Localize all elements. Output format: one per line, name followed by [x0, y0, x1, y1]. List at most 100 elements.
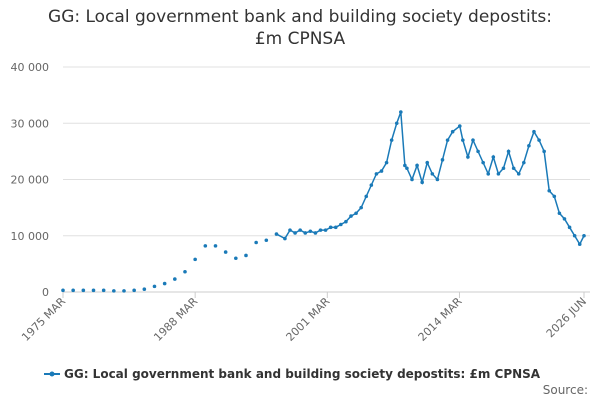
- data-point: [112, 289, 116, 293]
- data-point: [471, 138, 475, 142]
- data-point: [354, 211, 358, 216]
- data-point: [254, 240, 258, 245]
- y-tick-label: 10 000: [11, 230, 50, 243]
- data-point: [557, 211, 562, 216]
- data-point: [537, 138, 541, 142]
- data-point: [283, 236, 287, 241]
- y-tick-label: 20 000: [11, 174, 50, 187]
- data-point: [491, 155, 496, 159]
- data-point: [384, 160, 389, 165]
- data-point: [450, 129, 455, 134]
- data-point: [101, 288, 106, 293]
- data-point: [61, 288, 65, 293]
- data-point: [399, 110, 403, 114]
- data-point: [532, 129, 536, 134]
- data-point: [461, 138, 465, 142]
- data-point: [476, 149, 480, 154]
- data-point: [308, 229, 313, 234]
- data-point: [234, 256, 238, 261]
- data-point: [516, 172, 521, 176]
- data-point: [466, 155, 470, 159]
- data-point: [203, 244, 208, 248]
- series-line: [276, 111, 585, 246]
- data-point: [142, 287, 147, 291]
- y-tick-label: 40 000: [11, 61, 50, 74]
- data-point: [323, 228, 328, 232]
- data-point: [577, 242, 582, 246]
- data-point: [244, 253, 248, 258]
- data-point: [486, 172, 491, 176]
- data-point: [445, 138, 450, 142]
- data-point: [333, 225, 338, 230]
- data-point: [313, 231, 318, 235]
- chart-title: GG: Local government bank and building s…: [48, 7, 552, 49]
- x-tick-label: 1975 MAR: [19, 295, 68, 344]
- data-point: [389, 138, 394, 142]
- data-point: [193, 257, 197, 262]
- x-tick-label: 2001 MAR: [284, 295, 333, 344]
- data-point: [274, 232, 279, 236]
- data-point: [359, 205, 363, 210]
- data-point: [506, 149, 511, 154]
- data-point: [132, 288, 136, 293]
- data-point: [288, 228, 292, 232]
- data-point: [496, 172, 501, 176]
- data-point: [567, 225, 572, 230]
- x-tick-label: 2014 MAR: [416, 295, 465, 344]
- data-point: [81, 288, 86, 293]
- data-point: [410, 177, 414, 182]
- data-point: [213, 244, 218, 248]
- data-point: [293, 231, 297, 235]
- data-point: [379, 169, 384, 173]
- y-tick-label: 0: [42, 286, 49, 299]
- data-point: [122, 289, 126, 293]
- y-tick-label: 30 000: [11, 117, 50, 130]
- data-point: [71, 288, 75, 293]
- legend-label: GG: Local government bank and building s…: [64, 367, 541, 381]
- data-point: [420, 180, 424, 185]
- data-point: [415, 163, 419, 168]
- data-point: [374, 172, 379, 176]
- data-point: [339, 222, 343, 227]
- data-point: [511, 166, 516, 171]
- data-point: [369, 183, 374, 187]
- data-point: [328, 225, 333, 230]
- data-point: [522, 160, 526, 165]
- data-point: [403, 163, 407, 168]
- data-point: [303, 231, 308, 235]
- data-point: [405, 166, 409, 171]
- data-point: [152, 284, 157, 289]
- data-point: [582, 233, 586, 238]
- data-point: [457, 124, 462, 128]
- data-point: [430, 172, 435, 176]
- data-point: [435, 177, 440, 182]
- data-point: [425, 160, 430, 165]
- data-point: [162, 281, 167, 286]
- x-tick-label: 2026 JUN: [544, 295, 589, 340]
- data-point: [344, 219, 348, 224]
- data-point: [264, 238, 269, 243]
- data-point: [572, 233, 577, 238]
- data-point: [440, 158, 445, 162]
- data-point: [349, 214, 353, 218]
- data-point: [562, 217, 567, 221]
- data-point: [318, 228, 323, 232]
- data-point: [298, 228, 302, 232]
- data-point: [394, 121, 399, 126]
- data-point: [223, 250, 228, 254]
- data-point: [542, 149, 546, 154]
- data-point: [364, 194, 369, 199]
- data-point: [173, 277, 177, 281]
- data-point: [481, 160, 485, 165]
- legend-marker: [49, 371, 55, 377]
- data-point: [552, 194, 557, 199]
- data-point: [547, 188, 552, 193]
- data-point: [501, 166, 506, 171]
- data-point: [91, 288, 96, 293]
- data-point: [527, 143, 531, 148]
- x-tick-label: 1988 MAR: [151, 295, 200, 344]
- source: Source:: [543, 383, 588, 397]
- data-point: [183, 269, 187, 274]
